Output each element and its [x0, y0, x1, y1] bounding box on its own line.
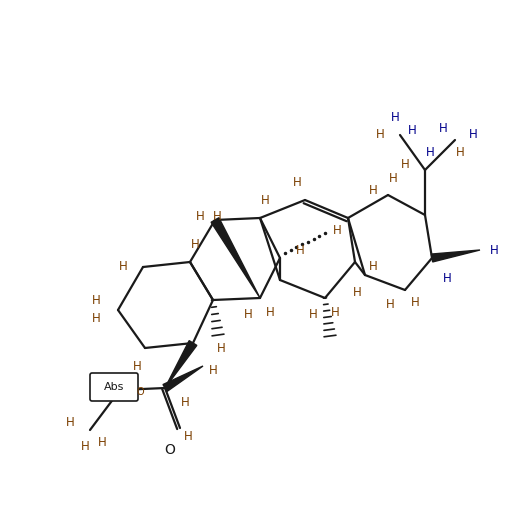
Text: H: H [66, 415, 74, 429]
Text: H: H [308, 307, 317, 321]
Text: H: H [400, 158, 409, 172]
Text: H: H [195, 210, 204, 222]
Text: O: O [164, 443, 175, 457]
Polygon shape [165, 341, 196, 388]
Text: H: H [119, 261, 127, 273]
Text: H: H [190, 238, 199, 250]
Text: H: H [425, 146, 434, 158]
Text: H: H [180, 397, 189, 410]
Text: H: H [92, 295, 100, 307]
Text: H: H [410, 297, 418, 309]
Text: H: H [407, 124, 415, 136]
Text: H: H [442, 271, 450, 285]
Text: O: O [136, 387, 144, 397]
Polygon shape [431, 250, 479, 262]
Text: Abs: Abs [104, 382, 124, 392]
Text: H: H [216, 342, 225, 354]
Text: H: H [92, 313, 100, 325]
Text: H: H [385, 298, 393, 312]
Text: H: H [368, 184, 377, 196]
Text: H: H [243, 307, 252, 321]
Text: H: H [368, 261, 377, 273]
Text: H: H [375, 128, 384, 142]
Polygon shape [211, 218, 260, 298]
Text: H: H [183, 430, 192, 442]
Text: H: H [438, 122, 446, 134]
FancyBboxPatch shape [90, 373, 138, 401]
Text: H: H [97, 436, 106, 448]
Polygon shape [163, 366, 203, 391]
Text: H: H [80, 439, 89, 453]
Text: H: H [390, 110, 399, 124]
Text: H: H [265, 305, 274, 319]
Text: H: H [388, 172, 397, 184]
Text: H: H [208, 363, 217, 377]
Text: H: H [455, 146, 464, 158]
Text: H: H [468, 128, 476, 142]
Text: H: H [489, 243, 497, 257]
Text: H: H [260, 194, 269, 208]
Text: H: H [212, 210, 221, 222]
Text: H: H [132, 359, 141, 373]
Text: H: H [352, 287, 361, 299]
Text: H: H [295, 243, 304, 257]
Text: H: H [332, 223, 341, 237]
Text: H: H [292, 177, 301, 189]
Text: H: H [330, 305, 338, 319]
